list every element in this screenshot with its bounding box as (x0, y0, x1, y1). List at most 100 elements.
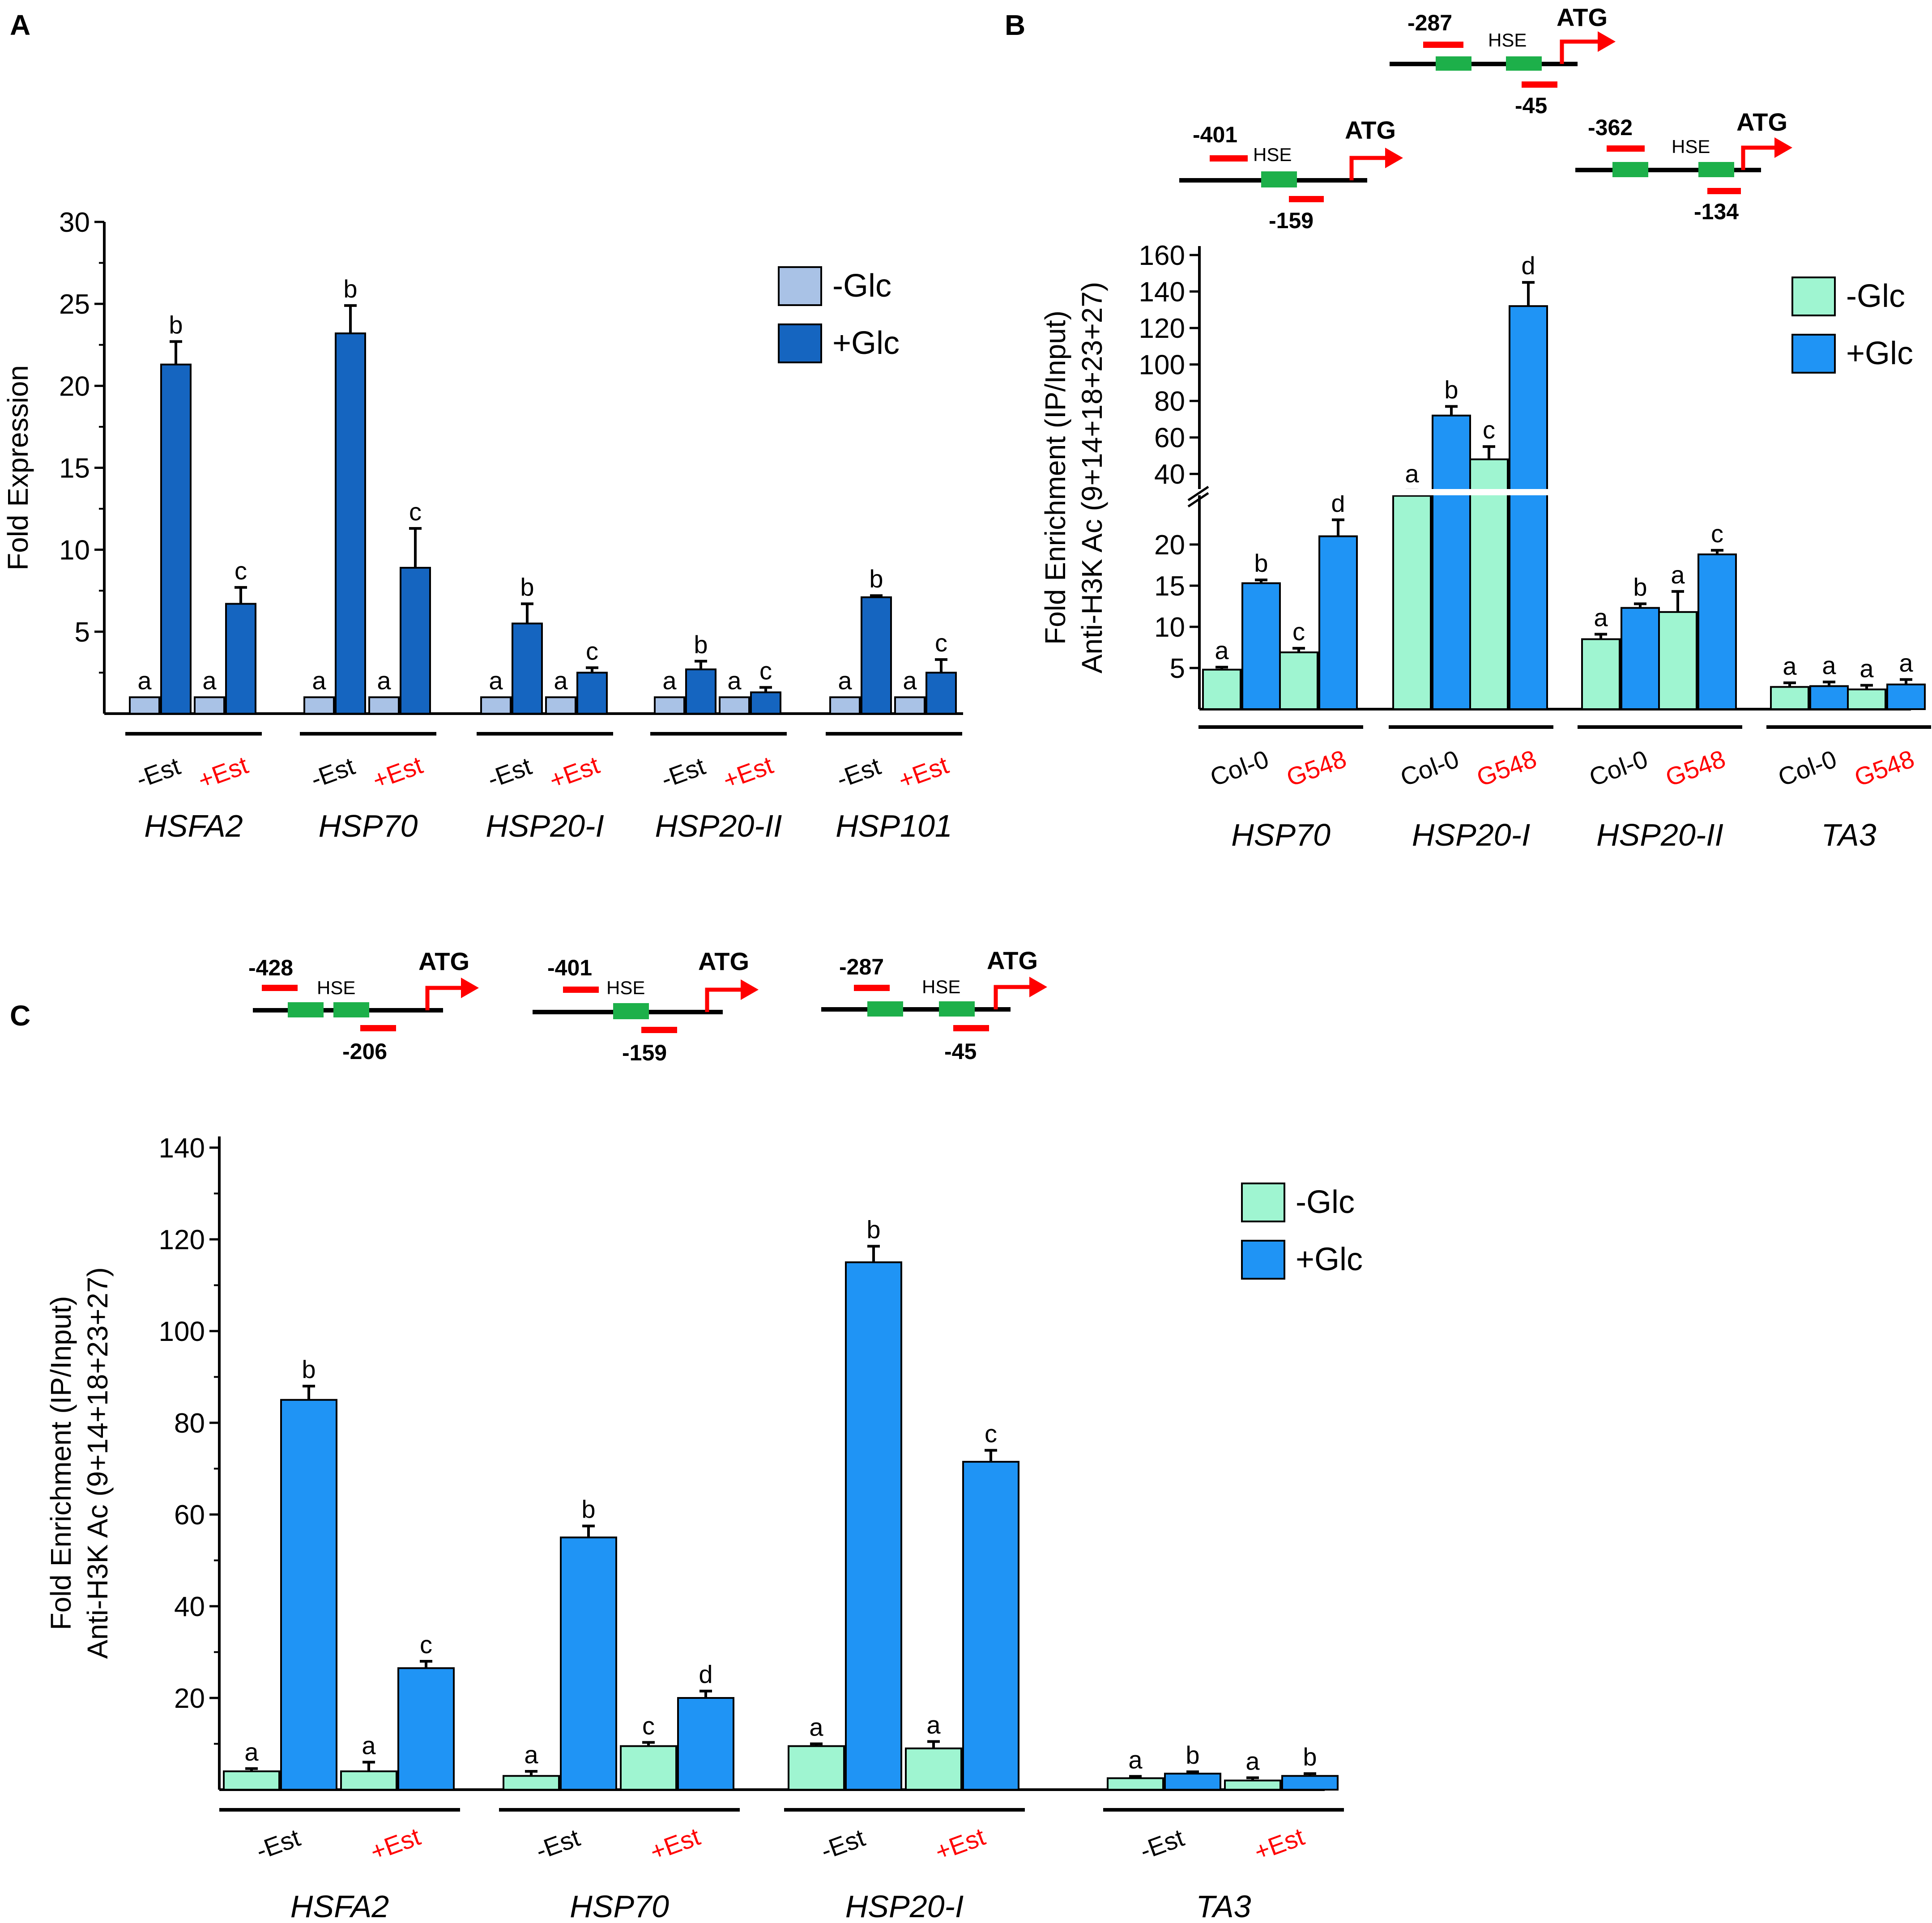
significance-letter: a (312, 666, 326, 694)
y-tick-label: 10 (59, 535, 90, 566)
significance-letter: a (727, 666, 742, 694)
bar-hsp20-ii-g548-glc (1697, 553, 1737, 710)
significance-letter: a (377, 666, 391, 694)
gene-label-hsp20-ii: HSP20-II (655, 808, 782, 843)
subgroup-label-col-0: Col-0 (1397, 745, 1463, 791)
significance-letter: a (1245, 1747, 1260, 1775)
primer-bar-icon (563, 987, 599, 993)
significance-letter: b (866, 1215, 880, 1243)
y-tick-label: 160 (1139, 240, 1185, 271)
atg-label: ATG (1345, 116, 1396, 144)
atg-label: ATG (418, 947, 469, 975)
significance-letter: a (244, 1738, 259, 1766)
y-tick-label: 20 (59, 371, 90, 402)
bar-hsfa2-est-glc (397, 1667, 455, 1791)
promoter-schematic-b-hsp20-ii: -362 HSE ATG -134 (1575, 108, 1792, 224)
hse-box-icon (867, 1001, 903, 1017)
y-tick-label: 100 (1139, 350, 1185, 381)
significance-letter: c (759, 656, 772, 685)
primer-bar-icon (953, 1025, 989, 1031)
subgroup-label-est: +Est (646, 1822, 704, 1866)
significance-letter: a (1671, 561, 1685, 589)
primer-left-label: -401 (547, 955, 592, 980)
bar-hsfa2-est-glc (160, 363, 192, 715)
subgroup-label-col-0: Col-0 (1774, 745, 1840, 791)
significance-letter: b (869, 565, 883, 593)
bar-hsp70-est-glc (503, 1775, 560, 1791)
bar-hsp70-est-glc (677, 1697, 734, 1791)
subgroup-label-g548: G548 (1473, 745, 1540, 792)
bar-hsp70-col-0-glc (1241, 582, 1281, 710)
bar-ta3-col-0-glc (1770, 686, 1809, 710)
significance-letter: a (1899, 649, 1913, 677)
significance-letter: a (524, 1740, 538, 1769)
hse-label: HSE (317, 977, 355, 998)
promoter-schematic-c-hsp70: -401 HSE ATG -159 (533, 947, 759, 1065)
panel-label-a: A (10, 9, 30, 41)
primer-bar-icon (1522, 81, 1557, 88)
bar-ta3-g548-glc (1886, 683, 1926, 710)
primer-right-label: -206 (342, 1039, 387, 1064)
significance-letter: b (1303, 1743, 1317, 1771)
primer-bar-icon (1607, 145, 1645, 152)
hse-box-icon (1698, 162, 1734, 177)
y-tick-label: 40 (1154, 459, 1185, 490)
significance-letter: a (1128, 1745, 1143, 1774)
primer-left-label: -428 (248, 955, 293, 980)
hse-box-icon (288, 1002, 324, 1017)
significance-letter: a (137, 666, 152, 694)
bar-hsp101-est-glc (925, 672, 957, 715)
primer-bar-icon (262, 985, 298, 991)
y-tick-label: 25 (59, 289, 90, 320)
tss-arrow-icon (425, 978, 479, 1010)
y-tick-label: 40 (174, 1591, 205, 1622)
bar-hsp20-i-est-glc (480, 696, 512, 715)
significance-letter: b (520, 573, 534, 601)
bar-hsp70-est-glc (368, 696, 400, 715)
bar-ta3-est-glc (1107, 1777, 1164, 1791)
legend-label-glc: -Glc (832, 268, 891, 304)
legend-swatch-glc (778, 266, 822, 306)
y-tick-label: 5 (1170, 653, 1185, 684)
bar-hsfa2-est-glc (340, 1770, 397, 1791)
hse-label: HSE (606, 977, 645, 998)
subgroup-label-est: +Est (367, 1822, 424, 1866)
significance-letter: a (202, 666, 217, 694)
subgroup-label-est: -Est (532, 1823, 584, 1865)
promoter-schematic-c-hsfa2: -428 HSE ATG -206 (248, 947, 479, 1064)
bar-hsp20-ii-g548-glc (1658, 611, 1697, 710)
bar-hsp101-est-glc (894, 696, 925, 715)
bar-hsp70-est-glc (335, 332, 366, 715)
y-axis-title-line2: Anti-H3K Ac (9+14+18+23+27) (1076, 282, 1108, 673)
hse-label: HSE (1253, 144, 1292, 165)
atg-label: ATG (987, 946, 1038, 974)
bar-hsp20-i-est-glc (576, 672, 608, 715)
y-axis-title-line2: Anti-H3K Ac (9+14+18+23+27) (81, 1267, 114, 1659)
bar-hsp101-est-glc (861, 596, 892, 715)
subgroup-label-g548: G548 (1283, 745, 1350, 792)
subgroup-label-col-0: Col-0 (1207, 745, 1272, 791)
bar-hsp70-g548-glc (1318, 535, 1358, 710)
chart-panel-a: 51015202530ab-Estac+Estab-Estac+Estab-Es… (2, 207, 963, 843)
significance-letter: a (926, 1710, 941, 1739)
significance-letter: d (1521, 251, 1535, 280)
significance-letter: a (903, 666, 917, 694)
primer-left-label: -287 (839, 954, 884, 979)
significance-letter: a (1859, 655, 1874, 683)
subgroup-label-est: +Est (369, 750, 426, 794)
legend-label-glc: -Glc (1846, 278, 1905, 314)
bar-hsp70-est-glc (303, 696, 335, 715)
primer-left-label: -287 (1407, 10, 1452, 35)
bar-ta3-est-glc (1164, 1773, 1221, 1791)
bar-hsp20-ii-est-glc (750, 691, 781, 715)
significance-letter: a (1783, 652, 1797, 680)
hse-label: HSE (1672, 136, 1710, 157)
bar-ta3-est-glc (1224, 1779, 1281, 1791)
bar-ta3-est-glc (1281, 1775, 1339, 1791)
legend-swatch-glc (778, 323, 822, 363)
subgroup-label-est: -Est (484, 752, 536, 793)
legend-swatch-glc (1791, 277, 1836, 316)
y-axis-title: Fold Enrichment (IP/Input) (45, 1296, 77, 1630)
significance-letter: b (343, 275, 357, 303)
gene-label-hsp20-i: HSP20-I (486, 808, 604, 843)
